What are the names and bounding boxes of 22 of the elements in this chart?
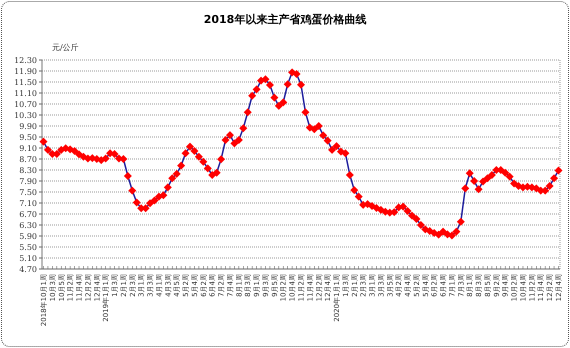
y-tick-label: 7.10 [19, 199, 37, 208]
y-tick-label: 9.10 [19, 144, 37, 153]
y-tick-label: 11.90 [14, 67, 37, 76]
y-tick-label: 9.50 [19, 133, 37, 142]
y-tick-label: 6.30 [19, 221, 37, 230]
y-tick-label: 9.90 [19, 122, 37, 131]
y-tick-label: 7.50 [19, 188, 37, 197]
y-tick-label: 10.30 [14, 111, 37, 120]
y-tick-label: 5.10 [19, 254, 37, 263]
y-tick-label: 11.50 [14, 78, 37, 87]
y-tick-label: 4.70 [19, 265, 37, 274]
y-tick-label: 12.30 [14, 56, 37, 65]
y-tick-label: 8.70 [19, 155, 37, 164]
y-tick-label: 8.30 [19, 166, 37, 175]
y-tick-label: 10.70 [14, 100, 37, 109]
y-tick-label: 5.50 [19, 243, 37, 252]
y-tick-label: 7.90 [19, 177, 37, 186]
y-tick-label: 6.70 [19, 210, 37, 219]
y-tick-label: 11.10 [14, 89, 37, 98]
y-tick-label: 5.90 [19, 232, 37, 241]
chart-title: 2018年以来主产省鸡蛋价格曲线 [204, 13, 366, 26]
y-axis-title: 元/公斤 [52, 43, 79, 52]
